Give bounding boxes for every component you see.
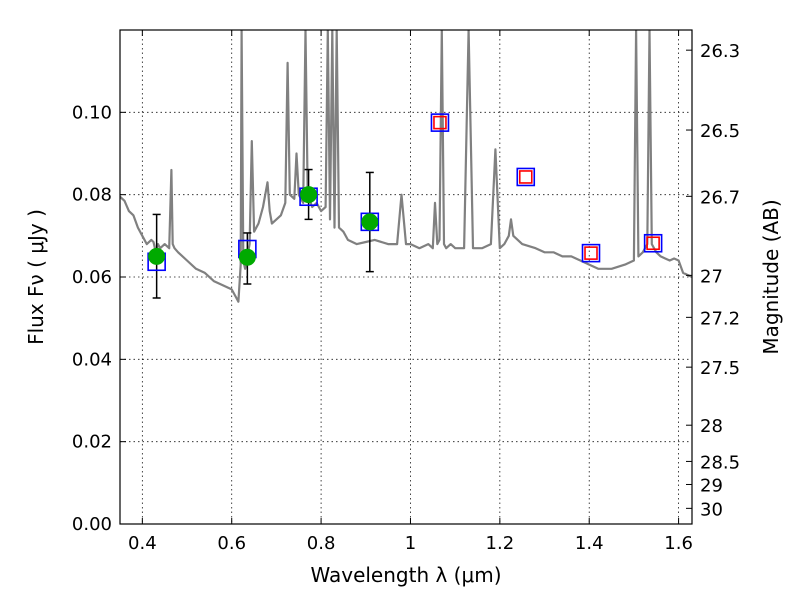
observed-flux-square bbox=[584, 246, 598, 260]
observed-flux-circle bbox=[148, 247, 166, 265]
observed-flux-square bbox=[518, 170, 533, 184]
right-tick-label: 26.7 bbox=[700, 187, 740, 208]
observed-flux-square bbox=[646, 236, 660, 251]
y-axis-label: Flux Fν ( μJy ) bbox=[24, 209, 48, 345]
observed-flux-circle bbox=[238, 248, 256, 266]
observed-flux-square bbox=[433, 115, 447, 130]
x-tick-label: 1 bbox=[405, 533, 416, 554]
observed-flux-circle bbox=[300, 186, 318, 204]
right-tick-label: 27.5 bbox=[700, 358, 740, 379]
x-tick-label: 1.4 bbox=[575, 533, 604, 554]
x-tick-label: 0.8 bbox=[307, 533, 336, 554]
model-flux-square bbox=[643, 233, 663, 253]
spectrum-line bbox=[120, 30, 692, 303]
right-tick-label: 30 bbox=[700, 499, 723, 520]
x-tick-label: 0.4 bbox=[128, 533, 157, 554]
y-tick-label: 0.06 bbox=[72, 267, 112, 288]
observed-flux-circle bbox=[361, 213, 379, 231]
y-tick-label: 0.08 bbox=[72, 185, 112, 206]
photometry-points-layer bbox=[147, 113, 663, 299]
x-axis-label: Wavelength λ (μm) bbox=[310, 563, 501, 587]
right-tick-label: 26.5 bbox=[700, 121, 740, 142]
x-tick-label: 1.6 bbox=[664, 533, 693, 554]
model-spectrum-layer bbox=[120, 30, 692, 303]
right-tick-label: 26.3 bbox=[700, 41, 740, 62]
y-tick-label: 0.10 bbox=[72, 102, 112, 123]
right-tick-label: 28.5 bbox=[700, 452, 740, 473]
ticks-layer: 0.4 0.6 0.8 1 1.2 1.4 1.6 0.00 0.02 0.04 0.06 0.08 0… bbox=[72, 30, 740, 554]
y-tick-label: 0.02 bbox=[72, 432, 112, 453]
model-flux-square bbox=[430, 113, 450, 132]
right-tick-label: 27.2 bbox=[700, 308, 740, 329]
right-tick-label: 27 bbox=[700, 266, 723, 287]
x-tick-label: 1.2 bbox=[486, 533, 515, 554]
right-tick-label: 28 bbox=[700, 416, 723, 437]
y-tick-label: 0.04 bbox=[72, 349, 112, 370]
grid-layer bbox=[120, 30, 692, 524]
right-axis-label: Magnitude (AB) bbox=[759, 199, 783, 354]
right-tick-label: 29 bbox=[700, 475, 723, 496]
model-flux-square bbox=[581, 243, 601, 263]
model-flux-square bbox=[516, 167, 536, 187]
x-tick-label: 0.6 bbox=[217, 533, 246, 554]
y-tick-label: 0.00 bbox=[72, 514, 112, 535]
